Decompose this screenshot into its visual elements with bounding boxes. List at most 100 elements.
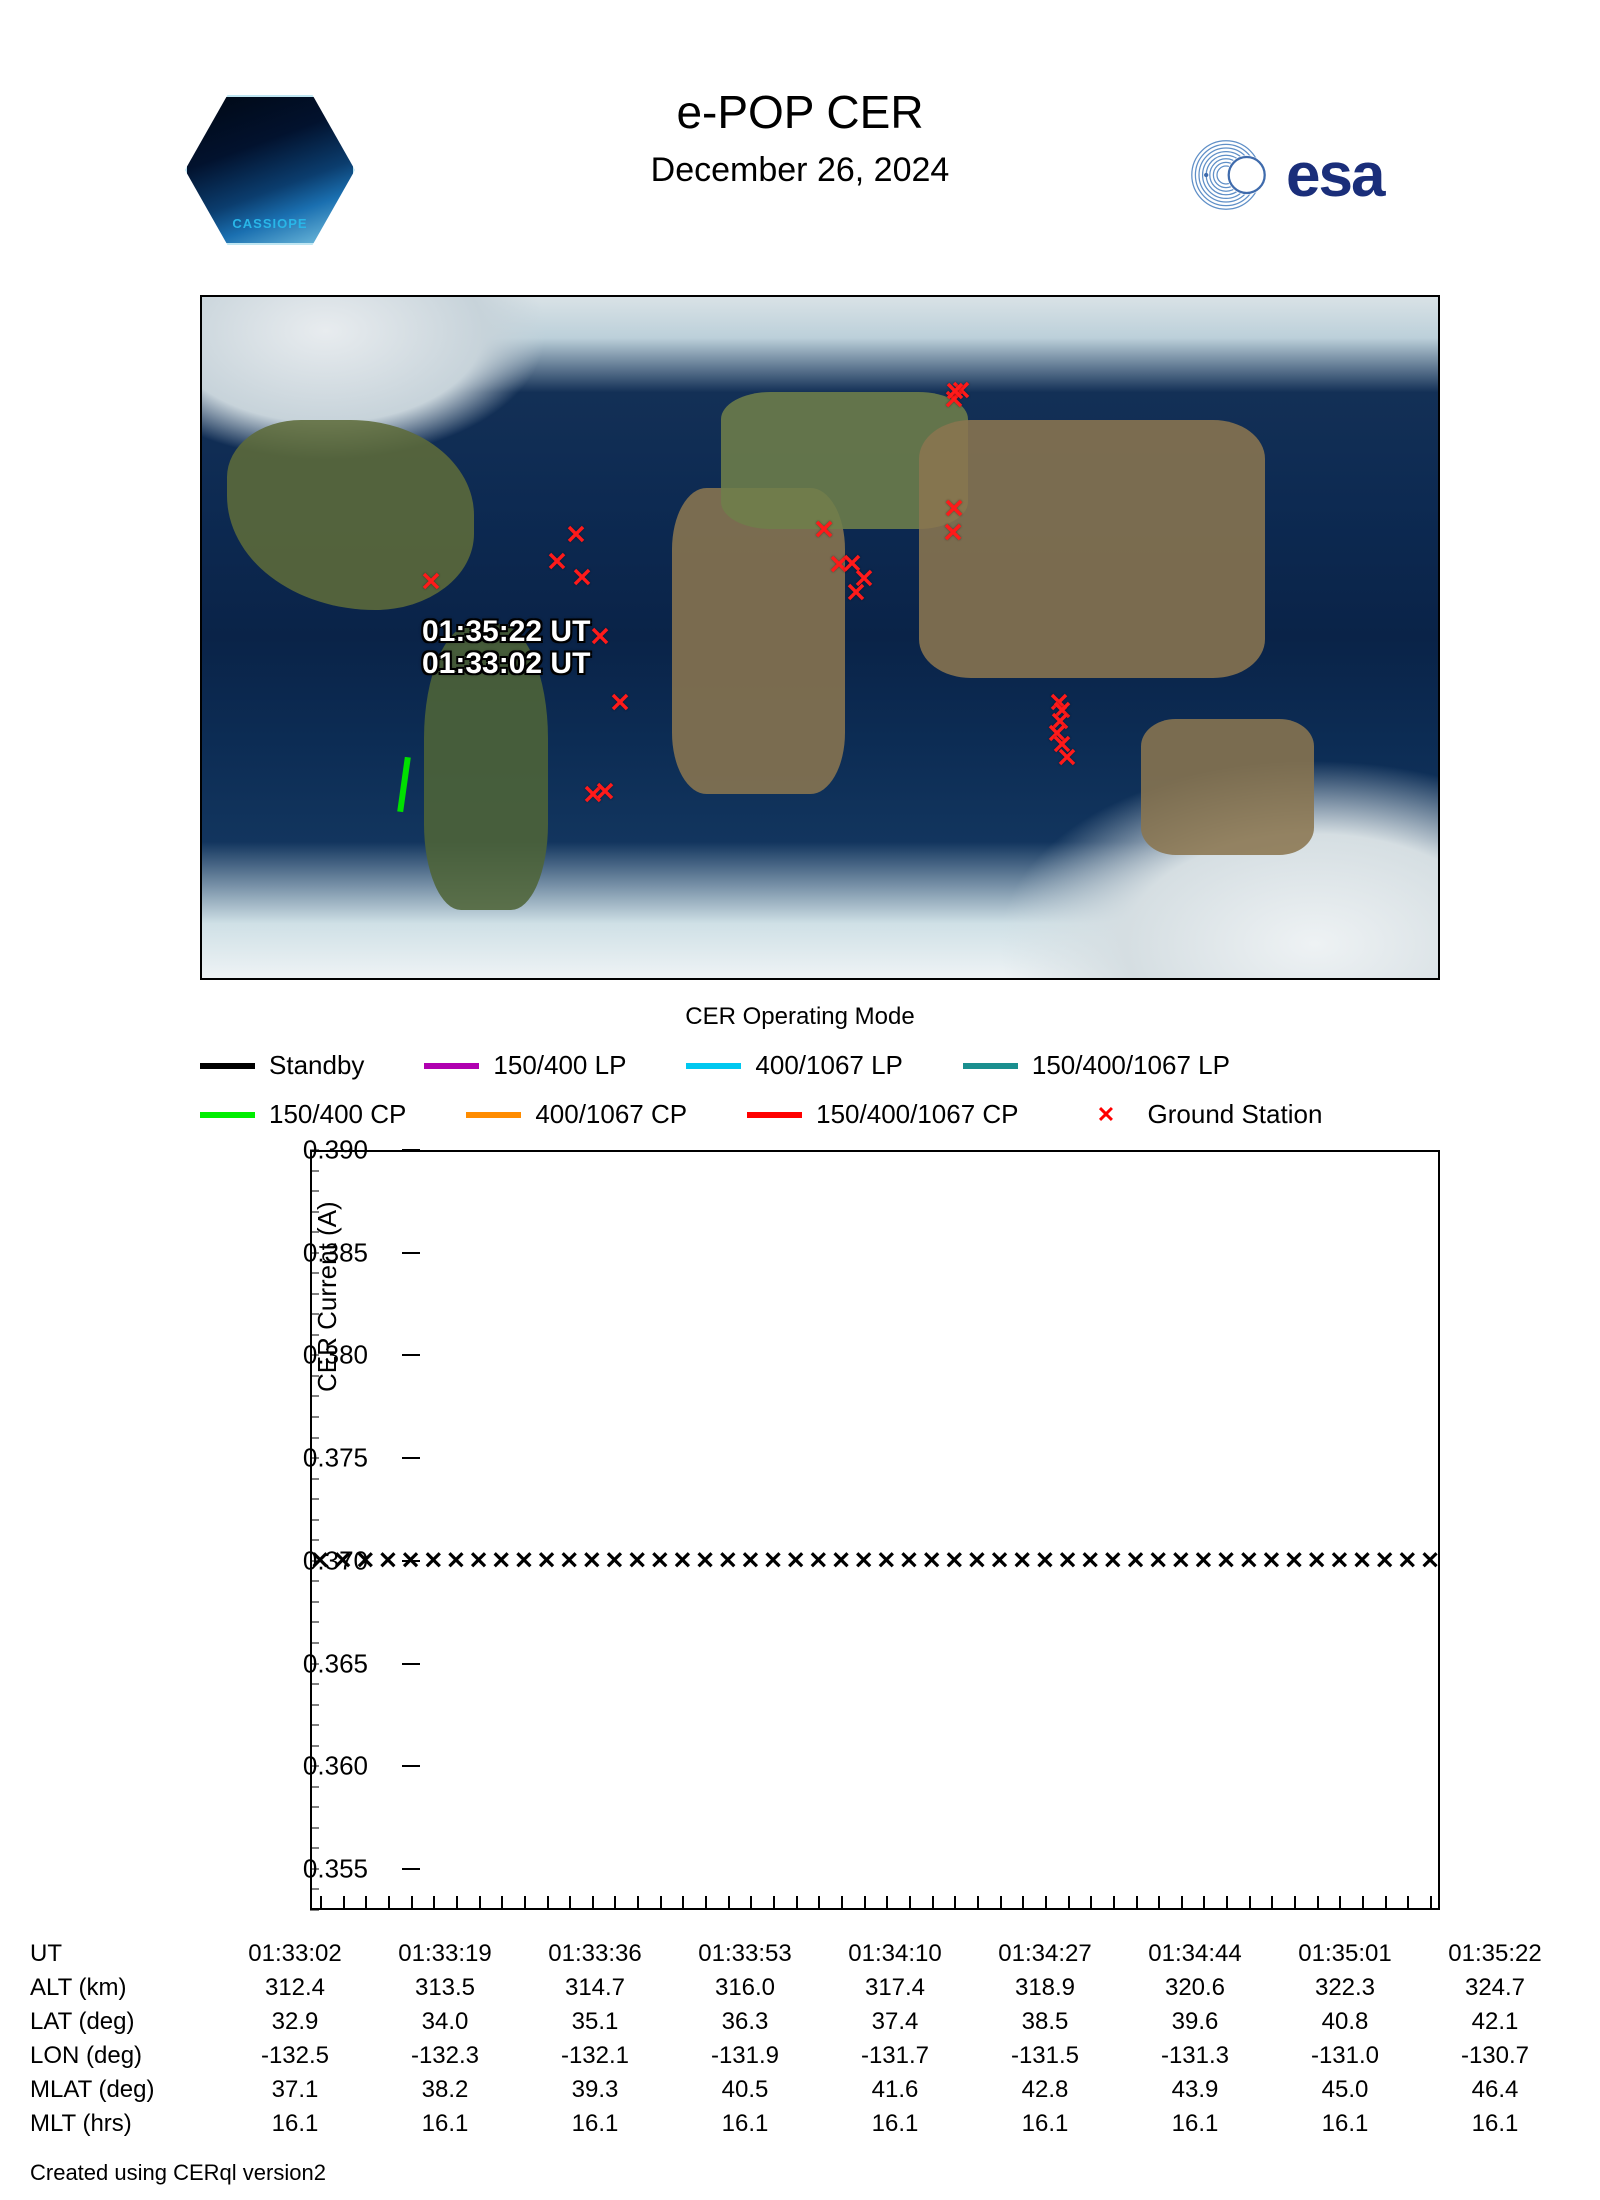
data-point-marker[interactable]: ✕ [1080,1546,1100,1575]
data-point-marker[interactable]: ✕ [1012,1546,1032,1575]
y-axis-tick-mark [402,1868,420,1870]
data-point-marker[interactable]: ✕ [1420,1546,1440,1575]
data-point-marker[interactable]: ✕ [967,1546,987,1575]
data-point-marker[interactable]: ✕ [1171,1546,1191,1575]
data-point-marker[interactable]: ✕ [740,1546,760,1575]
legend-swatch-150-400-lp [424,1063,479,1069]
table-cell-value: 37.1 [220,2076,370,2104]
x-axis-minor-tick [1271,1896,1273,1910]
x-axis-minor-tick [1407,1896,1409,1910]
chart-plot-box[interactable]: CER Current (A) [310,1150,1440,1910]
data-point-marker[interactable]: ✕ [808,1546,828,1575]
data-point-marker[interactable]: ✕ [536,1546,556,1575]
ground-station-marker: ✕ [565,520,587,551]
y-axis-minor-tick [310,1622,319,1623]
table-cell-value: 41.6 [820,2076,970,2104]
data-point-marker[interactable]: ✕ [1352,1546,1372,1575]
data-point-marker[interactable]: ✕ [559,1546,579,1575]
data-point-marker[interactable]: ✕ [491,1546,511,1575]
table-cell-value: 01:35:01 [1270,1940,1420,1968]
data-point-marker[interactable]: ✕ [1035,1546,1055,1575]
data-point-marker[interactable]: ✕ [786,1546,806,1575]
data-point-marker[interactable]: ✕ [1148,1546,1168,1575]
data-point-marker[interactable]: ✕ [1261,1546,1281,1575]
x-axis-minor-tick [479,1896,481,1910]
y-axis-minor-tick [310,1642,319,1643]
data-point-marker[interactable]: ✕ [1216,1546,1236,1575]
table-cell-value: 46.4 [1420,2076,1570,2104]
legend-item-150-400-1067-cp: 150/400/1067 CP [747,1099,1018,1130]
y-axis-minor-tick [310,1745,319,1746]
table-row-label: MLT (hrs) [30,2110,220,2138]
x-axis-minor-tick [1226,1896,1228,1910]
data-point-marker[interactable]: ✕ [718,1546,738,1575]
data-point-marker[interactable]: ✕ [944,1546,964,1575]
ground-station-marker: ✕ [944,377,966,408]
ground-station-marker: ✕ [813,515,835,546]
esa-swirl-icon [1190,130,1280,220]
table-cell-value: -131.0 [1270,2042,1420,2070]
footer-note: Created using CERql version2 [30,2160,326,2186]
x-axis-minor-tick [501,1896,503,1910]
legend-label-text: 150/400/1067 LP [1032,1050,1230,1081]
data-point-marker[interactable]: ✕ [650,1546,670,1575]
y-axis-tick-mark [402,1149,420,1151]
data-point-marker[interactable]: ✕ [514,1546,534,1575]
data-point-marker[interactable]: ✕ [582,1546,602,1575]
x-axis-minor-tick [954,1896,956,1910]
table-cell-value: -130.7 [1420,2042,1570,2070]
data-point-marker[interactable]: ✕ [310,1546,330,1575]
data-point-marker[interactable]: ✕ [763,1546,783,1575]
data-point-marker[interactable]: ✕ [446,1546,466,1575]
data-point-marker[interactable]: ✕ [1239,1546,1259,1575]
legend-label-text: 400/1067 LP [755,1050,902,1081]
data-point-marker[interactable]: ✕ [831,1546,851,1575]
x-axis-minor-tick [750,1896,752,1910]
table-cell-value: 40.5 [670,2076,820,2104]
data-point-marker[interactable]: ✕ [333,1546,353,1575]
table-row-label: LAT (deg) [30,2008,220,2036]
data-point-marker[interactable]: ✕ [672,1546,692,1575]
table-cell-value: 01:35:22 [1420,1940,1570,1968]
data-point-marker[interactable]: ✕ [355,1546,375,1575]
table-cell-value: 16.1 [1270,2110,1420,2138]
data-point-marker[interactable]: ✕ [423,1546,443,1575]
legend-item-150-400-cp: 150/400 CP [200,1099,406,1130]
data-point-marker[interactable]: ✕ [876,1546,896,1575]
data-point-marker[interactable]: ✕ [1375,1546,1395,1575]
table-cell-value: 16.1 [970,2110,1120,2138]
y-axis-minor-tick [310,1314,319,1315]
ground-station-marker: ✕ [594,777,616,808]
data-point-marker[interactable]: ✕ [1125,1546,1145,1575]
data-point-marker[interactable]: ✕ [1103,1546,1123,1575]
x-axis-minor-tick [1339,1896,1341,1910]
legend-item-standby: Standby [200,1050,364,1081]
data-point-marker[interactable]: ✕ [378,1546,398,1575]
data-point-marker[interactable]: ✕ [922,1546,942,1575]
data-point-marker[interactable]: ✕ [627,1546,647,1575]
y-axis-minor-tick [310,1252,319,1253]
data-point-marker[interactable]: ✕ [401,1546,421,1575]
legend-item-400-1067-cp: 400/1067 CP [466,1099,687,1130]
ground-station-marker: ✕ [420,567,442,598]
data-point-marker[interactable]: ✕ [1284,1546,1304,1575]
table-row-lon-deg-: LON (deg) -132.5 -132.3 -132.1 -131.9 -131.7-… [30,2042,1570,2070]
legend-item-400-1067-lp: 400/1067 LP [686,1050,902,1081]
data-point-marker[interactable]: ✕ [469,1546,489,1575]
data-point-marker[interactable]: ✕ [1193,1546,1213,1575]
table-cell-value: -131.5 [970,2042,1120,2070]
data-point-marker[interactable]: ✕ [899,1546,919,1575]
data-point-marker[interactable]: ✕ [604,1546,624,1575]
table-cell-value: 43.9 [1120,2076,1270,2104]
data-point-marker[interactable]: ✕ [1057,1546,1077,1575]
data-point-marker[interactable]: ✕ [990,1546,1010,1575]
legend-swatch-standby [200,1063,255,1069]
data-point-marker[interactable]: ✕ [1329,1546,1349,1575]
data-point-marker[interactable]: ✕ [854,1546,874,1575]
data-point-marker[interactable]: ✕ [695,1546,715,1575]
y-axis-minor-tick [310,1704,319,1705]
data-point-marker[interactable]: ✕ [1397,1546,1417,1575]
data-point-marker[interactable]: ✕ [1307,1546,1327,1575]
table-cell-value: 01:34:10 [820,1940,970,1968]
x-axis-minor-tick [1000,1896,1002,1910]
